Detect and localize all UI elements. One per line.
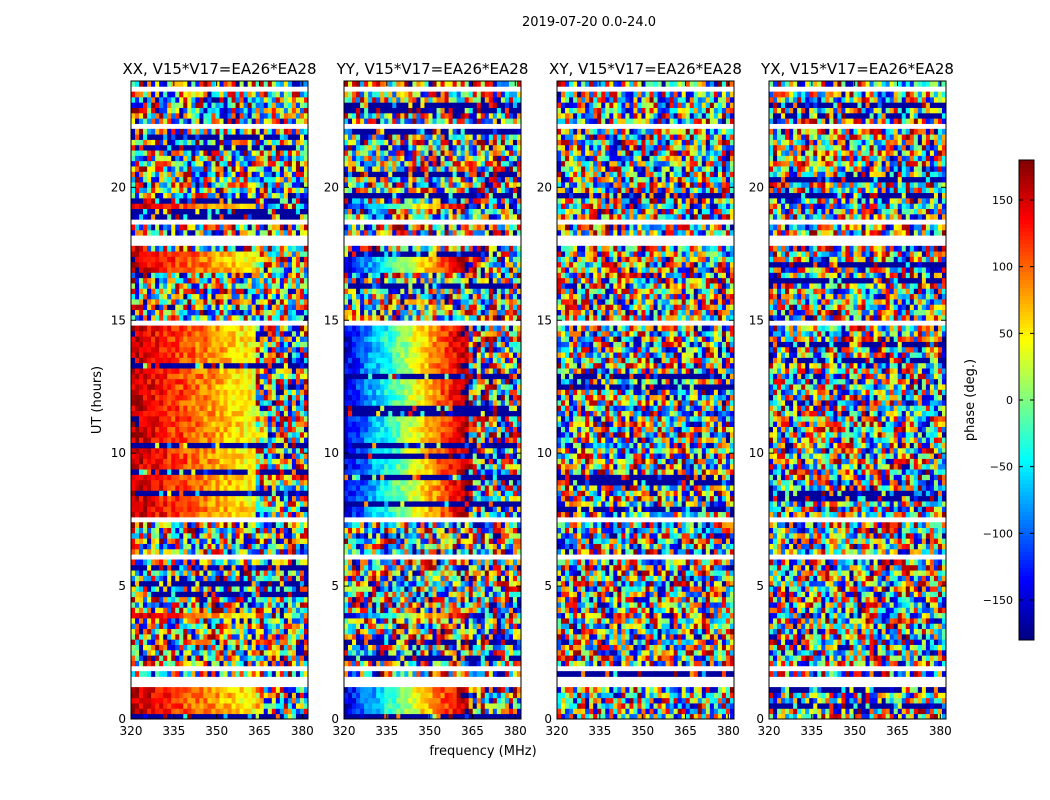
y-tick-label: 10 — [749, 446, 764, 460]
colorbar-tick-label: −100 — [983, 527, 1013, 540]
y-tick-label: 0 — [331, 712, 339, 726]
x-tick-label: 365 — [248, 724, 271, 738]
x-tick-label: 350 — [418, 724, 441, 738]
colorbar-tick-label: −50 — [990, 461, 1013, 474]
y-tick-label: 20 — [111, 180, 126, 194]
panel-3: YX, V15*V17=EA26*EA28 320 335 350 365 380 0 5 10… — [749, 60, 954, 738]
x-tick-label: 335 — [800, 724, 823, 738]
axes-frame — [768, 80, 947, 720]
y-tick-label: 0 — [118, 712, 126, 726]
panel-title: YY, V15*V17=EA26*EA28 — [336, 60, 529, 78]
y-tick-label: 15 — [749, 313, 764, 327]
y-axis-label: UT (hours) — [90, 366, 105, 434]
y-tick-label: 10 — [324, 446, 339, 460]
panel-1: YY, V15*V17=EA26*EA28 320 335 350 365 380 0 5 10… — [324, 60, 529, 738]
colorbar-tick-label: 150 — [992, 194, 1013, 207]
axes-frame — [130, 80, 309, 720]
panel-0: XX, V15*V17=EA26*EA28 320 335 350 365 380 0 5 10… — [111, 60, 317, 738]
y-tick-label: 20 — [537, 180, 552, 194]
y-tick-label: 5 — [756, 579, 764, 593]
heatmap-image — [131, 81, 309, 720]
x-axis-label: frequency (MHz) — [429, 744, 536, 759]
y-tick-label: 20 — [324, 180, 339, 194]
panel-title: XX, V15*V17=EA26*EA28 — [122, 60, 316, 78]
panel-title: YX, V15*V17=EA26*EA28 — [760, 60, 954, 78]
axes-frame — [556, 80, 735, 720]
y-tick-label: 10 — [111, 446, 126, 460]
x-tick-label: 365 — [674, 724, 697, 738]
x-tick-label: 335 — [162, 724, 185, 738]
figure-suptitle: 2019-07-20 0.0-24.0 — [522, 15, 656, 30]
heatmap-image — [344, 81, 522, 720]
colorbar-tick-label: 100 — [992, 261, 1013, 274]
x-tick-label: 365 — [461, 724, 484, 738]
colorbar-label: phase (deg.) — [963, 359, 978, 441]
heatmap-image — [769, 81, 947, 720]
x-tick-label: 380 — [504, 724, 527, 738]
y-tick-label: 0 — [756, 712, 764, 726]
x-tick-label: 350 — [631, 724, 654, 738]
y-tick-label: 15 — [111, 313, 126, 327]
colorbar-tick-label: 50 — [999, 327, 1013, 340]
axes-frame — [343, 80, 522, 720]
x-tick-label: 350 — [843, 724, 866, 738]
panel-title: XY, V15*V17=EA26*EA28 — [549, 60, 742, 78]
x-tick-label: 380 — [291, 724, 314, 738]
x-tick-label: 320 — [546, 724, 569, 738]
panels-group: XX, V15*V17=EA26*EA28 320 335 350 365 380 0 5 10… — [111, 60, 954, 738]
x-tick-label: 320 — [758, 724, 781, 738]
x-tick-label: 320 — [333, 724, 356, 738]
y-tick-label: 0 — [544, 712, 552, 726]
heatmap-image — [557, 81, 735, 720]
y-tick-label: 5 — [544, 579, 552, 593]
y-tick-label: 5 — [118, 579, 126, 593]
colorbar-tick-label: 0 — [1006, 394, 1013, 407]
y-tick-label: 15 — [537, 313, 552, 327]
x-tick-label: 380 — [717, 724, 740, 738]
x-tick-label: 350 — [205, 724, 228, 738]
x-tick-label: 365 — [886, 724, 909, 738]
panel-2: XY, V15*V17=EA26*EA28 320 335 350 365 380 0 5 10… — [537, 60, 742, 738]
y-tick-label: 5 — [331, 579, 339, 593]
colorbar: 150 100 50 0 −50 −100 −150 — [983, 159, 1035, 641]
y-tick-label: 10 — [537, 446, 552, 460]
x-tick-label: 335 — [588, 724, 611, 738]
x-tick-label: 335 — [375, 724, 398, 738]
y-tick-label: 20 — [749, 180, 764, 194]
x-tick-label: 380 — [929, 724, 952, 738]
x-tick-label: 320 — [120, 724, 143, 738]
colorbar-tick-label: −150 — [983, 594, 1013, 607]
y-tick-label: 15 — [324, 313, 339, 327]
